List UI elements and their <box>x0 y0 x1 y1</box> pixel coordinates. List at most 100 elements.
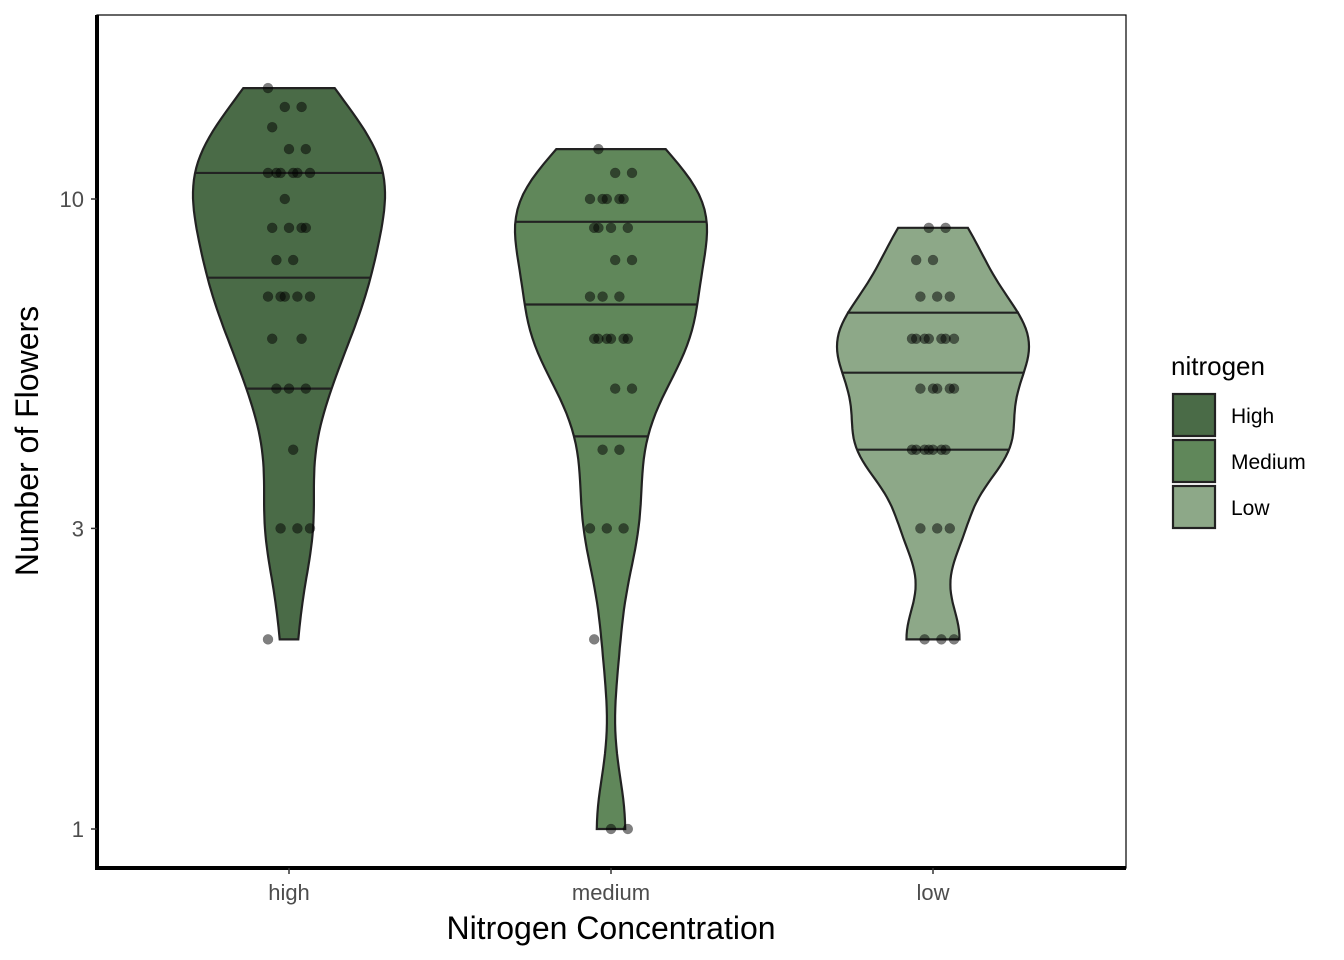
data-point <box>275 523 286 534</box>
data-point <box>915 383 926 394</box>
data-point <box>271 383 282 394</box>
data-point <box>279 291 291 302</box>
data-point <box>626 254 638 266</box>
data-point <box>584 291 596 302</box>
legend-label: Medium <box>1231 451 1306 474</box>
x-axis-title: Nitrogen Concentration <box>446 910 775 946</box>
data-point <box>593 143 604 155</box>
data-point <box>304 167 316 179</box>
data-point <box>614 291 625 302</box>
y-tick-label: 1 <box>72 817 84 842</box>
data-point <box>618 523 629 534</box>
data-point <box>605 222 617 234</box>
data-point <box>593 222 604 234</box>
y-tick-label: 3 <box>72 516 84 541</box>
data-point <box>287 444 299 455</box>
data-point <box>266 121 278 133</box>
data-point <box>279 193 291 205</box>
data-point <box>940 444 951 455</box>
data-point <box>262 291 274 302</box>
data-point <box>601 193 613 205</box>
data-point <box>262 167 274 179</box>
violin-low <box>835 226 1031 641</box>
data-point <box>292 523 303 534</box>
data-point <box>283 222 295 234</box>
data-point <box>910 254 922 266</box>
data-point <box>300 222 312 234</box>
y-axis-title: Number of Flowers <box>9 306 45 576</box>
data-point <box>923 333 935 345</box>
data-point <box>296 333 307 345</box>
violin-medium <box>513 148 709 831</box>
data-point <box>618 193 629 205</box>
data-point <box>923 222 935 234</box>
data-point <box>266 222 278 234</box>
data-point <box>300 143 312 155</box>
data-point <box>605 333 617 345</box>
data-point <box>944 523 956 534</box>
data-point <box>915 291 926 302</box>
data-point <box>948 634 960 645</box>
data-point <box>279 101 291 113</box>
y-ticks: 1 3 10 <box>60 187 97 842</box>
data-point <box>292 167 303 179</box>
data-point <box>927 254 939 266</box>
legend-key-medium <box>1171 438 1217 484</box>
legend-label: High <box>1231 405 1274 428</box>
data-point <box>944 291 956 302</box>
data-point <box>940 333 951 345</box>
data-point <box>910 444 922 455</box>
x-tick-label: high <box>268 880 310 905</box>
data-point <box>296 101 307 113</box>
data-point <box>262 634 274 645</box>
data-point <box>915 523 926 534</box>
data-point <box>626 383 638 394</box>
data-point <box>601 523 613 534</box>
data-point <box>304 523 316 534</box>
data-point <box>931 523 943 534</box>
legend-key-low <box>1171 484 1217 530</box>
data-point <box>287 254 299 266</box>
x-tick-label: medium <box>572 880 650 905</box>
data-point <box>597 291 608 302</box>
legend-title: nitrogen <box>1171 351 1265 381</box>
data-point <box>622 333 634 345</box>
data-point <box>292 291 303 302</box>
data-point <box>927 444 939 455</box>
data-point <box>262 82 274 94</box>
data-point <box>609 254 621 266</box>
data-point <box>584 523 596 534</box>
legend-key-high <box>1171 392 1217 438</box>
data-point <box>605 823 617 835</box>
data-point <box>275 167 286 179</box>
data-point <box>940 222 951 234</box>
legend-label: Low <box>1231 497 1270 520</box>
data-point <box>271 254 282 266</box>
data-point <box>919 634 930 645</box>
data-point <box>936 634 947 645</box>
data-point <box>931 291 943 302</box>
points-layer <box>262 82 960 835</box>
data-point <box>584 193 596 205</box>
data-point <box>614 444 625 455</box>
data-point <box>304 291 316 302</box>
data-point <box>948 383 960 394</box>
data-point <box>626 167 638 179</box>
data-point <box>609 167 621 179</box>
data-point <box>266 333 278 345</box>
data-point <box>931 383 943 394</box>
data-point <box>283 383 295 394</box>
data-point <box>593 333 604 345</box>
violins-layer <box>191 87 1031 831</box>
data-point <box>300 383 312 394</box>
data-point <box>597 444 608 455</box>
data-point <box>622 823 634 835</box>
y-tick-label: 10 <box>60 187 84 212</box>
data-point <box>609 383 621 394</box>
violin-high <box>191 87 387 641</box>
legend: nitrogen High Medium Low <box>1171 351 1306 530</box>
x-tick-label: low <box>916 880 949 905</box>
data-point <box>910 333 922 345</box>
data-point <box>622 222 634 234</box>
